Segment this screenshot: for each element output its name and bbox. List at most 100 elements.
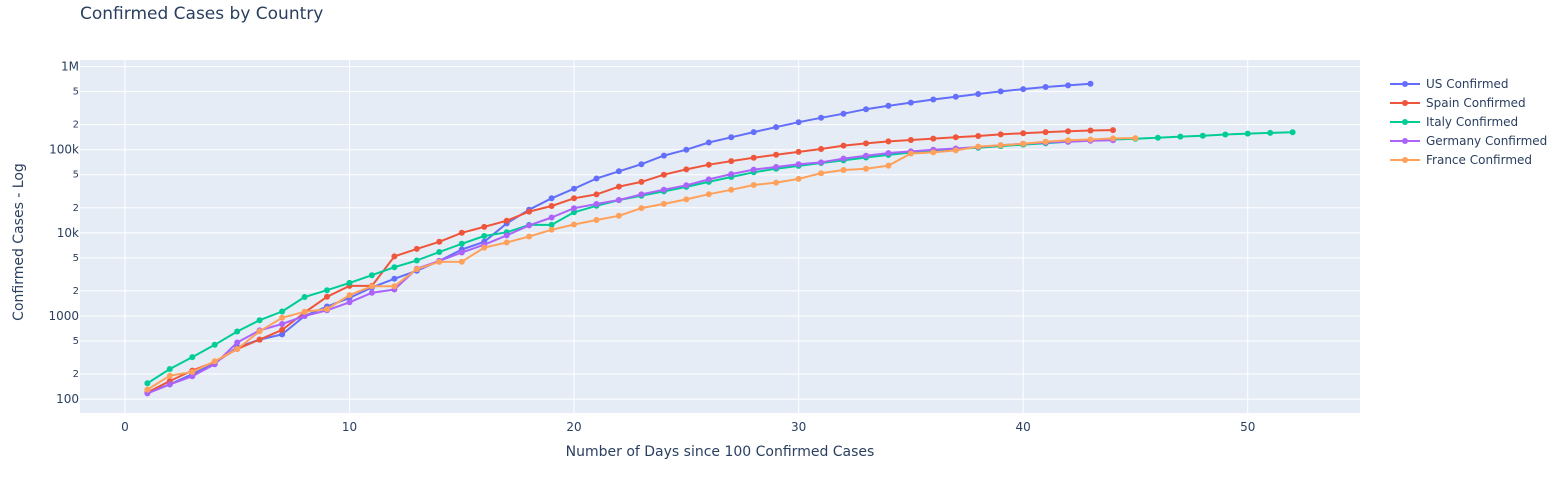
data-point[interactable] [863,165,869,172]
data-point[interactable] [660,152,667,159]
data-point[interactable] [750,129,757,136]
data-point[interactable] [952,134,959,141]
data-point[interactable] [279,321,286,327]
data-point[interactable] [750,182,757,188]
data-point[interactable] [975,143,982,150]
data-point[interactable] [773,124,780,131]
data-point[interactable] [615,183,622,190]
legend-item[interactable]: US Confirmed [1390,77,1509,91]
data-point[interactable] [705,176,712,183]
data-point[interactable] [391,253,398,260]
data-point[interactable] [885,150,892,157]
data-point[interactable] [1087,136,1094,143]
data-point[interactable] [1042,129,1049,136]
data-point[interactable] [324,306,330,313]
data-point[interactable] [234,339,241,346]
data-point[interactable] [346,292,353,299]
data-point[interactable] [728,171,735,178]
data-point[interactable] [705,191,712,198]
data-point[interactable] [211,341,218,348]
data-point[interactable] [795,161,802,168]
data-point[interactable] [1110,135,1116,142]
data-point[interactable] [324,293,330,300]
data-point[interactable] [593,201,600,207]
data-point[interactable] [1244,130,1251,137]
data-point[interactable] [1065,128,1072,135]
data-point[interactable] [211,358,218,365]
data-point[interactable] [548,214,555,221]
data-point[interactable] [436,249,443,255]
data-point[interactable] [234,328,241,335]
data-point[interactable] [256,328,263,335]
data-point[interactable] [279,314,286,321]
data-point[interactable] [997,88,1004,95]
data-point[interactable] [324,287,330,294]
data-point[interactable] [301,313,308,319]
legend[interactable]: US Confirmed Spain Confirmed Italy Confirm… [1390,77,1547,167]
data-point[interactable] [750,166,757,173]
data-point[interactable] [391,275,398,282]
data-point[interactable] [346,279,353,286]
data-point[interactable] [301,308,308,315]
data-point[interactable] [346,299,353,306]
data-point[interactable] [368,272,375,279]
data-point[interactable] [863,140,869,147]
data-point[interactable] [728,158,735,165]
data-point[interactable] [593,175,600,182]
data-point[interactable] [795,119,802,126]
data-point[interactable] [593,191,600,198]
data-point[interactable] [391,264,398,271]
legend-item[interactable]: Spain Confirmed [1390,96,1526,110]
data-point[interactable] [750,154,757,161]
data-point[interactable] [481,244,488,251]
data-point[interactable] [885,162,892,169]
data-point[interactable] [660,186,667,193]
data-point[interactable] [818,114,825,121]
data-point[interactable] [189,354,196,361]
data-point[interactable] [144,386,151,393]
data-point[interactable] [705,139,712,146]
data-point[interactable] [571,205,577,212]
data-point[interactable] [526,208,533,215]
data-point[interactable] [189,373,196,380]
data-point[interactable] [413,266,420,273]
data-point[interactable] [638,178,645,185]
data-point[interactable] [458,249,465,256]
data-point[interactable] [1065,137,1072,144]
data-point[interactable] [458,258,465,265]
data-point[interactable] [840,110,847,117]
data-point[interactable] [683,166,690,173]
data-point[interactable] [548,203,555,209]
data-point[interactable] [840,167,847,173]
data-point[interactable] [301,294,308,300]
data-point[interactable] [615,168,622,175]
data-point[interactable] [885,102,892,109]
data-point[interactable] [638,161,645,168]
data-point[interactable] [166,372,173,379]
data-point[interactable] [144,380,151,387]
data-point[interactable] [1267,129,1274,136]
data-point[interactable] [638,205,645,212]
data-point[interactable] [818,159,825,166]
legend-item[interactable]: Italy Confirmed [1390,115,1518,129]
data-point[interactable] [840,142,847,149]
data-point[interactable] [660,171,667,178]
data-point[interactable] [705,161,712,168]
data-point[interactable] [818,146,825,152]
data-point[interactable] [795,175,802,182]
data-point[interactable] [683,196,690,203]
data-point[interactable] [571,221,577,228]
data-point[interactable] [952,93,959,100]
data-point[interactable] [436,238,443,245]
data-point[interactable] [548,195,555,202]
data-point[interactable] [615,197,622,203]
data-point[interactable] [683,182,690,189]
data-point[interactable] [997,142,1004,149]
data-point[interactable] [818,170,825,177]
data-point[interactable] [436,258,443,265]
data-point[interactable] [930,149,937,156]
data-point[interactable] [279,308,286,315]
data-point[interactable] [907,137,914,143]
data-point[interactable] [458,229,465,236]
data-point[interactable] [368,283,375,290]
